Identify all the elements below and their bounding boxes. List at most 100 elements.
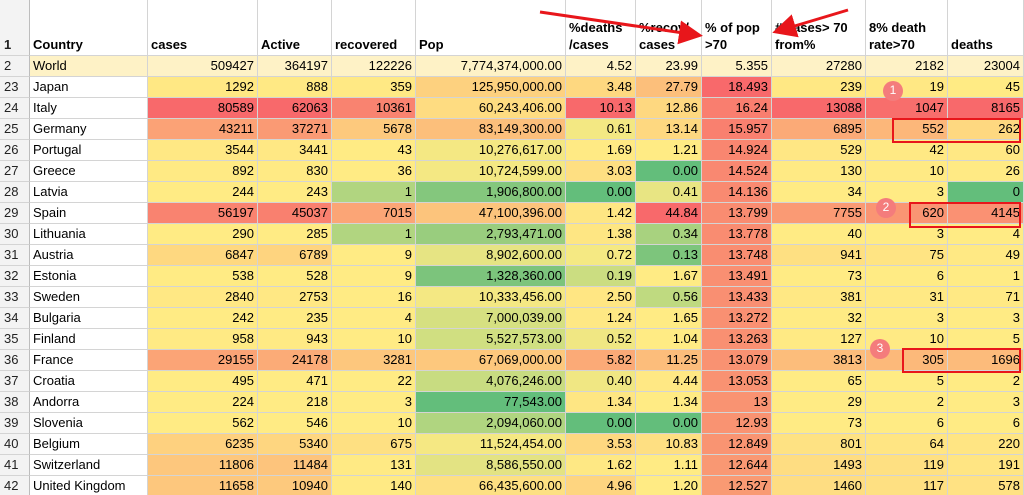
value-cell: 1: [332, 182, 416, 203]
value-cell: 6847: [148, 245, 258, 266]
row-header: 40: [0, 434, 30, 455]
value-cell: 16: [332, 287, 416, 308]
value-cell: 60: [948, 140, 1024, 161]
header-line: cases: [639, 37, 676, 52]
value-cell: 6235: [148, 434, 258, 455]
value-cell: 10.83: [636, 434, 702, 455]
badge-label: 2: [883, 200, 890, 214]
value-cell: 801: [772, 434, 866, 455]
value-cell: 122226: [332, 56, 416, 77]
country-cell: Estonia: [30, 266, 148, 287]
value-cell: 359: [332, 77, 416, 98]
value-cell: 4: [332, 308, 416, 329]
country-cell: France: [30, 350, 148, 371]
row-header: 24: [0, 98, 30, 119]
value-cell: 73: [772, 413, 866, 434]
row-header: 38: [0, 392, 30, 413]
value-cell: 3: [332, 392, 416, 413]
row-header: 42: [0, 476, 30, 495]
value-cell: 34: [772, 182, 866, 203]
country-cell: Portugal: [30, 140, 148, 161]
value-cell: 23004: [948, 56, 1024, 77]
column-header: Pop: [416, 0, 566, 56]
value-cell: 40: [772, 224, 866, 245]
value-cell: 218: [258, 392, 332, 413]
value-cell: 0.00: [566, 182, 636, 203]
highlight-box: [902, 348, 1021, 373]
value-cell: 10: [332, 413, 416, 434]
header-line: deaths: [951, 37, 993, 52]
value-cell: 131: [332, 455, 416, 476]
value-cell: 562: [148, 413, 258, 434]
value-cell: 239: [772, 77, 866, 98]
value-cell: 4,076,246.00: [416, 371, 566, 392]
value-cell: 10,333,456.00: [416, 287, 566, 308]
badge: [876, 198, 896, 218]
value-cell: 15.957: [702, 119, 772, 140]
value-cell: 0.13: [636, 245, 702, 266]
header-line: Country: [33, 37, 83, 52]
value-cell: 32: [772, 308, 866, 329]
value-cell: 73: [772, 266, 866, 287]
row-header: 27: [0, 161, 30, 182]
value-cell: 11806: [148, 455, 258, 476]
country-cell: Spain: [30, 203, 148, 224]
column-header: cases: [148, 0, 258, 56]
value-cell: 3.53: [566, 434, 636, 455]
value-cell: 10.13: [566, 98, 636, 119]
value-cell: 285: [258, 224, 332, 245]
value-cell: 8,586,550.00: [416, 455, 566, 476]
row-header: 35: [0, 329, 30, 350]
value-cell: 12.527: [702, 476, 772, 495]
value-cell: 13.748: [702, 245, 772, 266]
value-cell: 37271: [258, 119, 332, 140]
value-cell: 1.34: [636, 392, 702, 413]
value-cell: 13.14: [636, 119, 702, 140]
value-cell: 29: [772, 392, 866, 413]
badge: [883, 81, 903, 101]
value-cell: 0.41: [636, 182, 702, 203]
badge: [870, 339, 890, 359]
country-cell: Croatia: [30, 371, 148, 392]
value-cell: 8,902,600.00: [416, 245, 566, 266]
value-cell: 2840: [148, 287, 258, 308]
value-cell: 60,243,406.00: [416, 98, 566, 119]
value-cell: 7,000,039.00: [416, 308, 566, 329]
value-cell: 0.72: [566, 245, 636, 266]
value-cell: 13.053: [702, 371, 772, 392]
value-cell: 24178: [258, 350, 332, 371]
value-cell: 243: [258, 182, 332, 203]
country-cell: Austria: [30, 245, 148, 266]
value-cell: 6895: [772, 119, 866, 140]
value-cell: 495: [148, 371, 258, 392]
value-cell: 1.62: [566, 455, 636, 476]
value-cell: 80589: [148, 98, 258, 119]
header-line: %deaths: [569, 20, 623, 35]
value-cell: 14.136: [702, 182, 772, 203]
value-cell: 11484: [258, 455, 332, 476]
value-cell: 45: [948, 77, 1024, 98]
value-cell: 12.849: [702, 434, 772, 455]
row-header: 1: [0, 0, 30, 56]
country-cell: Germany: [30, 119, 148, 140]
header-line: % of pop: [705, 20, 760, 35]
value-cell: 2753: [258, 287, 332, 308]
row-header: 23: [0, 77, 30, 98]
value-cell: 471: [258, 371, 332, 392]
value-cell: 2.50: [566, 287, 636, 308]
value-cell: 10: [866, 161, 948, 182]
value-cell: 125,950,000.00: [416, 77, 566, 98]
value-cell: 83,149,300.00: [416, 119, 566, 140]
value-cell: 6: [866, 266, 948, 287]
value-cell: 7015: [332, 203, 416, 224]
value-cell: 3281: [332, 350, 416, 371]
row-header: 36: [0, 350, 30, 371]
value-cell: 22: [332, 371, 416, 392]
value-cell: 12.86: [636, 98, 702, 119]
value-cell: 675: [332, 434, 416, 455]
value-cell: 0.34: [636, 224, 702, 245]
value-cell: 9: [332, 245, 416, 266]
value-cell: 13.491: [702, 266, 772, 287]
country-cell: Belgium: [30, 434, 148, 455]
highlight-box: [892, 118, 1021, 143]
